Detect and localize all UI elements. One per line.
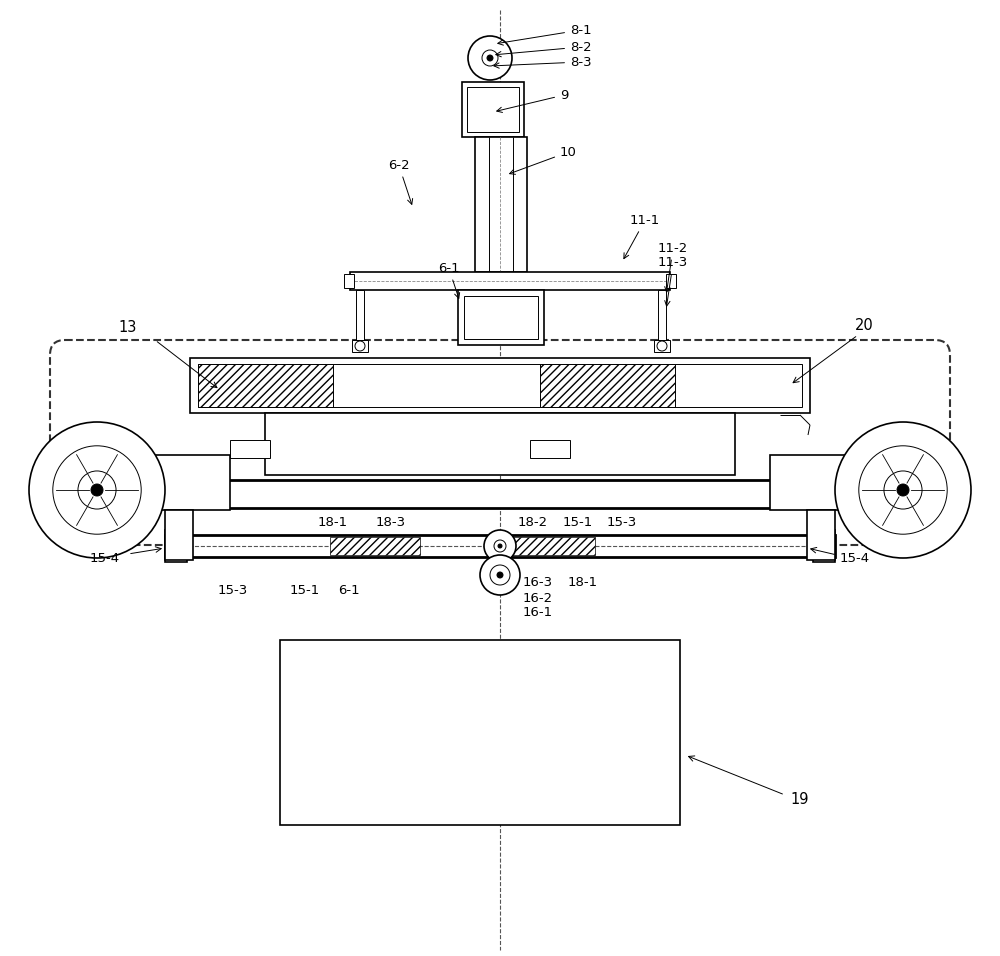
Text: 15-4: 15-4 (840, 552, 870, 564)
Bar (464, 296, 538, 339)
Text: 16-3: 16-3 (523, 576, 553, 590)
Bar (770, 455, 935, 510)
Circle shape (884, 471, 922, 509)
Bar (666, 274, 676, 288)
Bar (540, 364, 675, 407)
Circle shape (29, 422, 165, 558)
Bar (813, 530, 835, 562)
Bar (530, 440, 570, 458)
Text: 20: 20 (855, 317, 874, 333)
Circle shape (482, 50, 498, 66)
Bar (344, 274, 354, 288)
Text: 15-3: 15-3 (607, 515, 637, 529)
Circle shape (487, 55, 493, 61)
Bar (356, 290, 364, 340)
Circle shape (484, 530, 516, 562)
Circle shape (657, 341, 667, 351)
Circle shape (480, 555, 520, 595)
Text: 8-2: 8-2 (496, 40, 592, 56)
Bar (658, 290, 666, 340)
Circle shape (53, 445, 141, 534)
Bar (65, 455, 230, 510)
Text: 18-3: 18-3 (376, 515, 406, 529)
Bar (165, 530, 187, 562)
Bar (165, 535, 835, 557)
Text: 8-3: 8-3 (494, 55, 592, 69)
Text: 18-1: 18-1 (568, 576, 598, 590)
Text: 9: 9 (497, 89, 568, 113)
Bar (230, 440, 270, 458)
Circle shape (897, 484, 909, 496)
Circle shape (468, 36, 512, 80)
Bar (330, 537, 420, 555)
Circle shape (859, 445, 947, 534)
Bar (190, 358, 810, 413)
Bar (482, 54, 498, 62)
Text: 16-2: 16-2 (523, 592, 553, 604)
Circle shape (494, 540, 506, 552)
Circle shape (497, 572, 503, 578)
Circle shape (91, 484, 103, 496)
Bar (462, 82, 524, 137)
Bar (350, 272, 670, 290)
Circle shape (78, 471, 116, 509)
Text: 16-1: 16-1 (523, 606, 553, 619)
Bar (165, 480, 835, 508)
Text: 6-1: 6-1 (338, 583, 360, 597)
Bar (467, 87, 519, 132)
Text: 15-1: 15-1 (290, 583, 320, 597)
Circle shape (490, 565, 510, 585)
Text: 13: 13 (118, 320, 136, 336)
Text: 11-2: 11-2 (658, 242, 688, 293)
Bar (352, 340, 368, 352)
Text: 6-1: 6-1 (438, 262, 460, 298)
FancyBboxPatch shape (50, 340, 950, 545)
Bar (265, 413, 735, 475)
Bar (654, 340, 670, 352)
Circle shape (355, 341, 365, 351)
Text: 15-3: 15-3 (218, 583, 248, 597)
Text: 11-3: 11-3 (658, 256, 688, 306)
Bar (198, 364, 802, 407)
Bar (807, 510, 835, 560)
Text: 19: 19 (790, 793, 808, 808)
Bar (458, 290, 544, 345)
Bar (475, 137, 527, 272)
Text: 18-1: 18-1 (318, 515, 348, 529)
Text: 6-2: 6-2 (388, 159, 413, 205)
Bar (165, 510, 193, 560)
Text: 8-1: 8-1 (498, 24, 592, 45)
Text: 11-1: 11-1 (624, 213, 660, 259)
Text: 10: 10 (510, 145, 577, 174)
Circle shape (498, 544, 502, 548)
Bar (510, 537, 595, 555)
Text: 18-2: 18-2 (518, 515, 548, 529)
Text: 15-4: 15-4 (90, 552, 120, 564)
Bar (280, 640, 680, 825)
Circle shape (835, 422, 971, 558)
Bar (198, 364, 333, 407)
Text: 15-1: 15-1 (563, 515, 593, 529)
